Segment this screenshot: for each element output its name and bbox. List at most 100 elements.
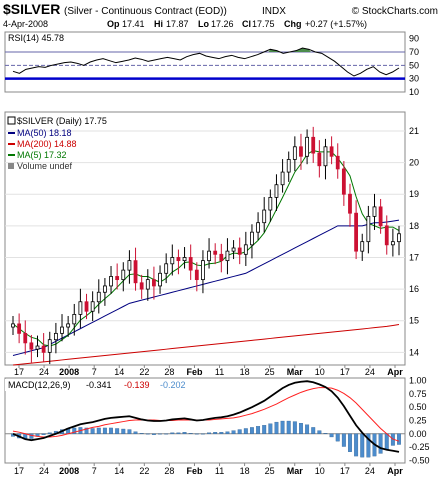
legend-swatch-volume [8,163,14,169]
date-axis-label: 25 [265,466,275,476]
rsi-tick-label: 90 [409,34,419,44]
candle-body [47,339,52,353]
macd-histogram-bar [127,429,132,434]
candle-body [139,282,144,290]
macd-histogram-bar [237,429,242,434]
rsi-frame [4,31,406,93]
candle-body [84,301,89,312]
macd-tick-label: 1.00 [409,376,427,386]
macd-hist-value: -0.202 [160,380,186,390]
candle-body [133,260,138,284]
macd-histogram-bar [200,433,205,435]
date-axis-label: 24 [365,367,375,377]
candle-body [170,257,175,265]
macd-histogram-bar [280,420,285,434]
date-axis-label: 24 [365,466,375,476]
macd-histogram-bar [292,421,297,434]
date-axis-label: 14 [114,367,124,377]
macd-histogram-bar [139,433,144,434]
macd-legend: MACD(12,26,9) -0.341 -0.139 -0.202 [5,379,245,391]
symbol-name: (Silver - Continuous Contract (EOD)) [64,6,227,17]
candle-body [213,250,218,255]
macd-histogram-bar [299,423,303,434]
macd-histogram-bar [176,432,181,434]
candle-body [243,244,248,255]
date-axis-label: 11 [215,367,224,377]
macd-histogram-bar [243,428,248,434]
rsi-fill-area [268,49,279,52]
price-tick-label: 16 [409,284,419,294]
macd-value: -0.341 [86,380,112,390]
candle-body [250,231,254,246]
ma200-line [12,324,400,366]
candle-body [201,260,205,281]
date-axis-label: 25 [265,367,275,377]
candle-body [268,196,273,211]
candle-body [237,247,242,255]
candle-body [121,269,126,281]
candle-body [292,146,297,160]
macd-histogram-bar [341,433,346,447]
price-tick-label: 17 [409,252,419,262]
candle-body [164,263,169,274]
legend-ma50: MA(50) 18.18 [17,128,72,138]
date-axis-label: 17 [340,466,350,476]
date-axis-label: Feb [186,466,203,476]
macd-histogram-bar [213,432,218,434]
legend-ma200: MA(200) 14.88 [17,139,77,149]
date-axis-label: 10 [315,367,325,377]
close-value: 17.75 [252,19,275,29]
macd-histogram-bar [311,427,316,434]
price-legend: $SILVER (Daily) 17.75 MA(50) 18.18 MA(20… [7,116,107,171]
exchange-label: INDX [262,6,286,17]
date-axis-label: Feb [186,367,203,377]
macd-histogram-bar [219,432,224,434]
candle-body [372,206,377,217]
macd-tick-label: 0.00 [409,429,427,439]
macd-tick-label: -0.50 [409,455,430,465]
macd-histogram-bar [305,424,310,434]
candle-body [360,241,365,252]
ma5-line [12,150,400,347]
date-axis-label: Mar [287,367,304,377]
macd-histogram-bar [47,432,52,434]
candlesticks [11,126,401,365]
macd-histogram-bar [72,427,77,434]
rsi-title: RSI(14) 45.78 [8,33,64,43]
candle-body [280,171,285,186]
date-axis-label: Mar [287,466,304,476]
candle-body [72,313,77,325]
date-axis-label: 2008 [59,367,79,377]
candle-body [152,279,156,287]
candle-body [207,250,211,262]
rsi-grid [5,51,405,80]
macd-histogram-bar [151,433,156,435]
macd-histogram-bar [164,433,169,435]
macd-signal-value: -0.139 [124,380,150,390]
macd-histogram-bar [102,427,107,434]
macd-histogram-bar [207,432,212,434]
macd-histogram-bar [329,433,334,438]
macd-histogram-bar [188,433,193,434]
price-tick-label: 14 [409,347,419,357]
open-label: Op [107,19,120,29]
date-label: 4-Apr-2008 [3,19,48,29]
legend-volume: Volume undef [17,161,73,171]
macd-axis: -0.50 -0.25 0.00 0.25 0.50 0.75 1.00 [409,376,430,466]
close-label: Cl [242,19,251,29]
price-frame [4,111,406,366]
macd-tick-label: 0.75 [409,389,427,399]
date-axis-label: 24 [39,466,49,476]
candle-body [53,332,58,341]
date-axis-label: 18 [240,367,250,377]
rsi-tick-label: 70 [409,47,419,57]
macd-tick-label: -0.25 [409,442,430,452]
macd-histogram-bar [182,432,187,434]
date-axis-label: 14 [114,466,124,476]
candle-body [194,269,199,281]
candle-body [262,209,267,224]
macd-histogram-bar [109,427,113,434]
date-axis-label: 7 [92,466,97,476]
candle-body [188,257,193,271]
